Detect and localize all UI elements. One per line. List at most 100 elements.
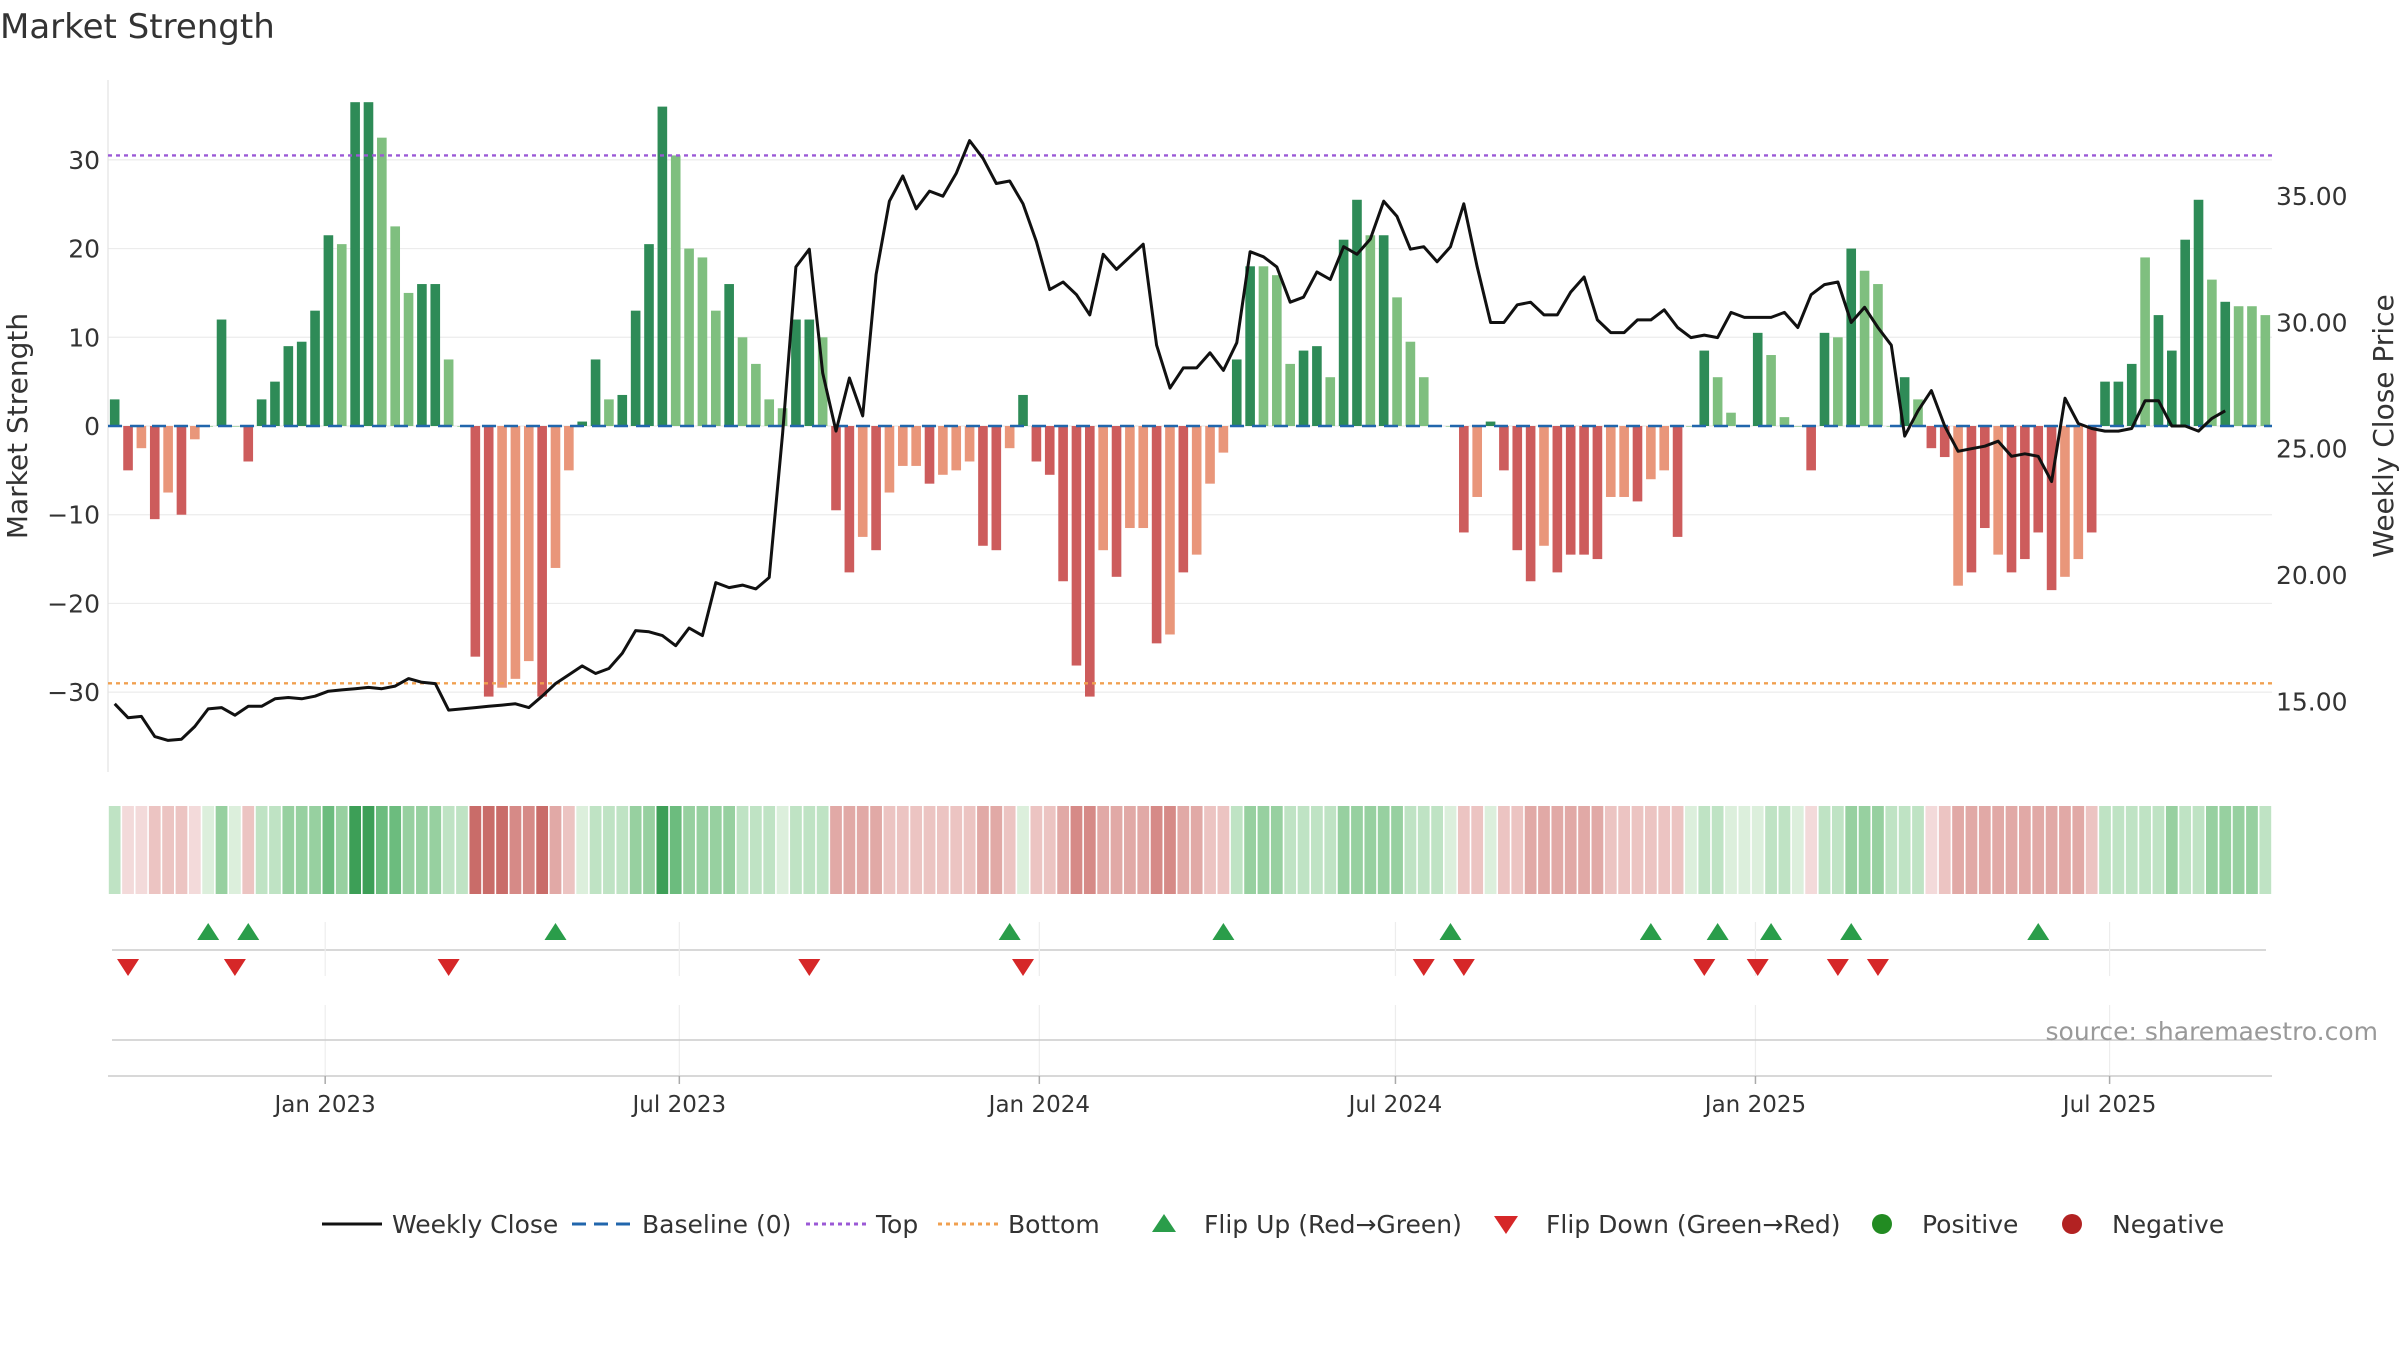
strength-bar: [2260, 315, 2271, 426]
heat-cell: [2259, 806, 2272, 894]
heat-cell: [1484, 806, 1497, 894]
strength-bar: [1779, 417, 1790, 426]
heat-cell: [963, 806, 976, 894]
strength-bar: [1338, 239, 1349, 426]
strength-bar: [190, 426, 200, 440]
heat-cell: [1311, 806, 1323, 894]
heat-cell: [749, 806, 762, 894]
strength-bar: [2167, 350, 2177, 426]
heat-cell: [1578, 806, 1590, 894]
strength-bar: [2193, 199, 2204, 426]
y-right-tick-label: 20.00: [2276, 561, 2348, 590]
strength-bar: [670, 155, 681, 426]
heat-cell: [936, 806, 949, 894]
strength-bar: [363, 102, 374, 426]
strength-bar: [1699, 350, 1710, 426]
flip-down-marker: [1693, 959, 1716, 976]
strength-bar: [951, 426, 962, 471]
strength-bar: [657, 106, 668, 426]
strength-bar: [1218, 426, 1229, 453]
heat-cell: [108, 806, 121, 894]
heat-cell: [1404, 806, 1417, 894]
heat-cell: [1898, 806, 1911, 894]
heat-cell: [2139, 806, 2151, 894]
strength-bar: [1392, 297, 1402, 426]
strength-bar: [1285, 363, 1295, 426]
flip-up-marker: [2027, 923, 2050, 940]
strength-bar: [1151, 426, 1162, 644]
flip-down-marker: [1866, 959, 1889, 976]
chart-title: Market Strength: [0, 7, 275, 47]
strength-bar: [176, 426, 187, 515]
heat-cell: [1751, 806, 1764, 894]
strength-bar: [1859, 270, 1870, 426]
flip-down-marker: [1012, 959, 1035, 976]
strength-bar: [2153, 315, 2164, 426]
right-axis-ticks: 35.00 30.00 25.00 20.00 15.00: [2276, 182, 2348, 716]
heat-cell: [830, 806, 842, 894]
strength-bar: [1993, 426, 2003, 555]
y-left-tick-label: −20: [47, 589, 100, 618]
heat-cell: [1524, 806, 1537, 894]
strength-bar: [1352, 199, 1362, 426]
strength-bar: [443, 359, 454, 426]
strength-bar: [1819, 332, 1830, 426]
legend-label: Flip Down (Green→Red): [1546, 1210, 1841, 1239]
heat-cell: [482, 806, 495, 894]
heat-cell: [1444, 806, 1457, 894]
strength-bar: [2180, 239, 2190, 426]
heat-cell: [202, 806, 215, 894]
strength-bar: [1672, 426, 1683, 537]
strength-bar: [751, 363, 761, 426]
heat-cell: [295, 806, 308, 894]
strength-bar: [497, 426, 507, 688]
strength-bar: [1138, 426, 1149, 529]
heat-cell: [1978, 806, 1991, 894]
source-note: source: sharemaestro.com: [2046, 1017, 2379, 1046]
legend-item: Top: [806, 1210, 918, 1239]
heat-cell: [1110, 806, 1123, 894]
strength-bar: [857, 426, 868, 537]
heat-cell: [1791, 806, 1804, 894]
heat-cell: [1845, 806, 1858, 894]
heat-cell: [2099, 806, 2111, 894]
heat-cell: [1417, 806, 1430, 894]
heat-cell: [135, 806, 148, 894]
x-tick-label: Jan 2024: [987, 1092, 1090, 1118]
heat-cell: [1658, 806, 1671, 894]
heat-cell: [1351, 806, 1363, 894]
strength-bar: [537, 426, 547, 697]
heat-cell: [1204, 806, 1216, 894]
strength-bar: [764, 399, 775, 426]
heat-cell: [1618, 806, 1631, 894]
strength-bar: [2220, 301, 2231, 426]
heat-cell: [2232, 806, 2245, 894]
strength-bar: [911, 426, 921, 466]
strength-bar: [136, 426, 147, 449]
strength-bar: [737, 337, 748, 426]
x-tick-label: Jul 2025: [2061, 1092, 2157, 1118]
heat-cell: [1364, 806, 1377, 894]
heat-cell: [656, 806, 669, 894]
heat-cell: [1177, 806, 1190, 894]
heat-cell: [1711, 806, 1724, 894]
strength-bar: [1485, 421, 1496, 426]
strength-bar: [163, 426, 173, 493]
flip-down-marker: [437, 959, 460, 976]
strength-bar: [1979, 426, 1990, 529]
strength-bar: [216, 319, 227, 426]
legend-item: Negative: [2062, 1210, 2224, 1239]
heat-cell: [950, 806, 963, 894]
flip-up-marker: [237, 923, 260, 940]
heat-cell: [1230, 806, 1243, 894]
heat-cell: [469, 806, 482, 894]
weekly-close-series: [113, 139, 2226, 742]
legend-label: Flip Up (Red→Green): [1204, 1210, 1462, 1239]
heat-cell: [2018, 806, 2031, 894]
strength-bar: [1018, 394, 1028, 426]
strength-bar: [710, 310, 721, 426]
heat-cell: [402, 806, 415, 894]
x-axis: Jan 2023 Jul 2023 Jan 2024 Jul 2024 Jan 2025…: [273, 1076, 2157, 1118]
strength-bar: [1632, 426, 1643, 502]
strength-bar: [377, 137, 387, 426]
